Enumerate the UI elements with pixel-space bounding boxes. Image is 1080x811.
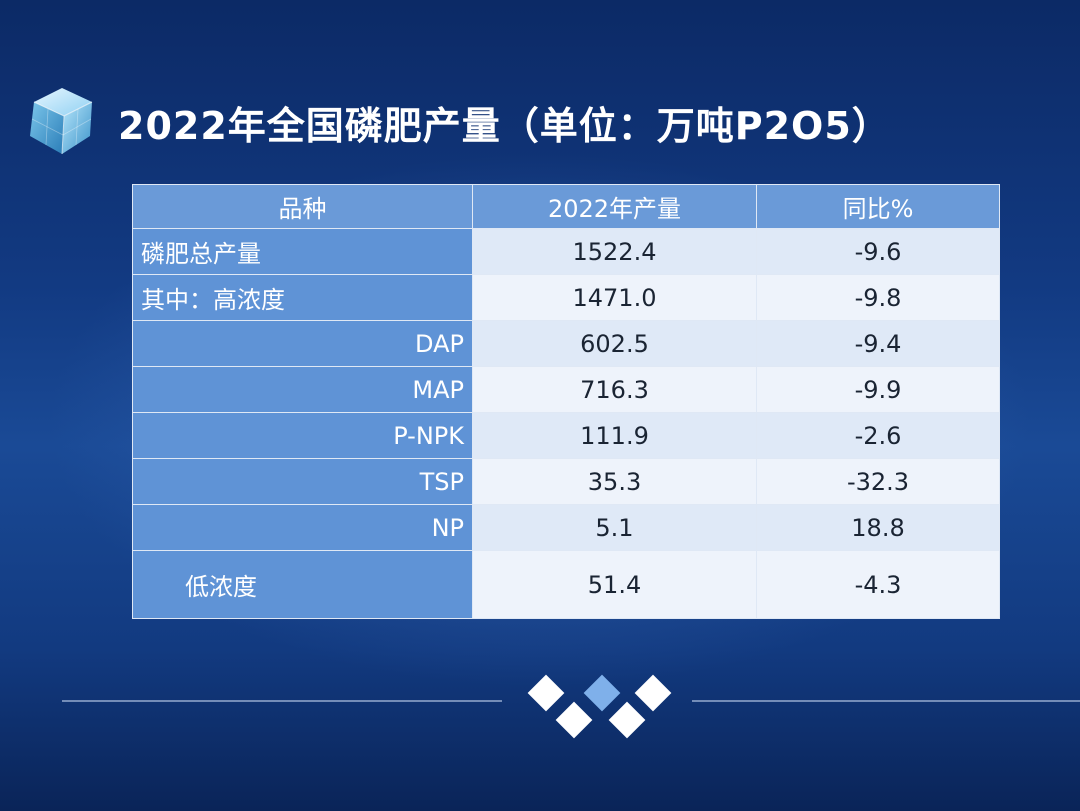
row-label: TSP (132, 458, 473, 505)
row-label: 磷肥总产量 (132, 228, 473, 275)
table-row: DAP 602.5 -9.4 (132, 320, 1000, 367)
table-row: 磷肥总产量 1522.4 -9.6 (132, 228, 1000, 275)
table-row: MAP 716.3 -9.9 (132, 366, 1000, 413)
table-header-row: 品种 2022年产量 同比% (132, 184, 1000, 229)
header-yoy: 同比% (756, 184, 1000, 229)
crystal-cube-icon (30, 88, 93, 155)
yoy-value: -9.9 (756, 366, 1000, 413)
row-label: MAP (132, 366, 473, 413)
production-value: 716.3 (472, 366, 757, 413)
production-value: 35.3 (472, 458, 757, 505)
yoy-value: -4.3 (756, 550, 1000, 619)
table-row: TSP 35.3 -32.3 (132, 458, 1000, 505)
production-value: 602.5 (472, 320, 757, 367)
table-row: 其中：高浓度 1471.0 -9.8 (132, 274, 1000, 321)
row-label: DAP (132, 320, 473, 367)
yoy-value: -9.8 (756, 274, 1000, 321)
production-value: 5.1 (472, 504, 757, 551)
row-label: P-NPK (132, 412, 473, 459)
yoy-value: -2.6 (756, 412, 1000, 459)
production-value: 1522.4 (472, 228, 757, 275)
production-value: 1471.0 (472, 274, 757, 321)
table-row: P-NPK 111.9 -2.6 (132, 412, 1000, 459)
page-title: 2022年全国磷肥产量（单位：万吨P2O5） (118, 104, 891, 148)
yoy-value: -9.4 (756, 320, 1000, 367)
diamond-icon (634, 674, 672, 712)
table-row: 低浓度 51.4 -4.3 (132, 550, 1000, 619)
yoy-value: -9.6 (756, 228, 1000, 275)
diamond-icon (555, 701, 593, 739)
row-label: 其中：高浓度 (132, 274, 473, 321)
yoy-value: -32.3 (756, 458, 1000, 505)
yoy-value: 18.8 (756, 504, 1000, 551)
production-value: 51.4 (472, 550, 757, 619)
header-production: 2022年产量 (472, 184, 757, 229)
diamond-icon (608, 701, 646, 739)
header-variety: 品种 (132, 184, 473, 229)
footer-divider-right (692, 700, 1080, 702)
production-table: 品种 2022年产量 同比% 磷肥总产量 1522.4 -9.6 其中：高浓度 … (132, 184, 1000, 619)
table-row: NP 5.1 18.8 (132, 504, 1000, 551)
diamond-icon (527, 674, 565, 712)
footer-divider-left (62, 700, 502, 702)
row-label: 低浓度 (132, 550, 473, 619)
diamond-icon (583, 674, 621, 712)
production-value: 111.9 (472, 412, 757, 459)
row-label: NP (132, 504, 473, 551)
